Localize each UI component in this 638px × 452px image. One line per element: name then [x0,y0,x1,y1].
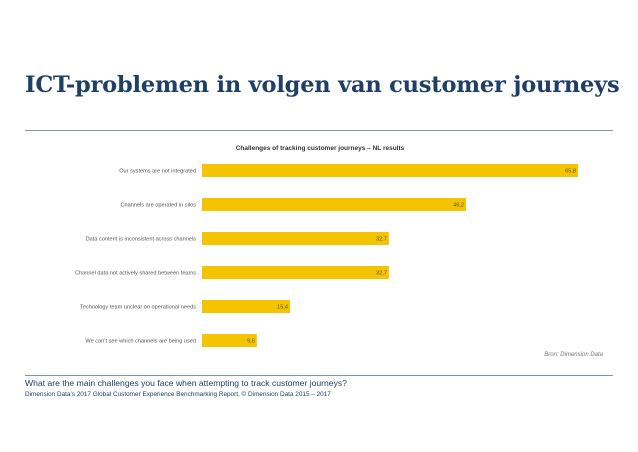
bar-value-label: 32,7 [376,237,387,243]
bar-value-label: 9,6 [247,339,255,345]
survey-question: What are the main challenges you face wh… [25,378,347,388]
bar [202,266,389,279]
category-label: Technology team unclear on operational n… [80,305,196,311]
category-label: Data content is inconsistent across chan… [86,237,197,243]
bar [202,334,257,347]
category-label: Our systems are not integrated [119,169,196,175]
bar [202,198,466,211]
bar-value-label: 32,7 [376,271,387,277]
source-note: Dimension Data’s 2017 Global Customer Ex… [25,391,331,398]
bar [202,232,389,245]
bar [202,300,290,313]
bar [202,164,578,177]
top-divider [25,130,613,131]
bar-value-label: 15,4 [277,305,288,311]
chart-source-label: Bron: Dimension Data [544,352,603,358]
category-label: Channel data not actively shared between… [75,271,196,277]
category-label: Channels are operated in silos [120,203,196,209]
bar-value-label: 65,8 [565,169,576,175]
slide-title: ICT-problemen in volgen van customer jou… [25,72,620,98]
chart-title: Challenges of tracking customer journeys… [236,145,405,152]
category-label: We can’t see which channels are being us… [85,339,196,345]
bar-value-label: 46,2 [453,203,464,209]
bottom-divider [25,375,613,376]
